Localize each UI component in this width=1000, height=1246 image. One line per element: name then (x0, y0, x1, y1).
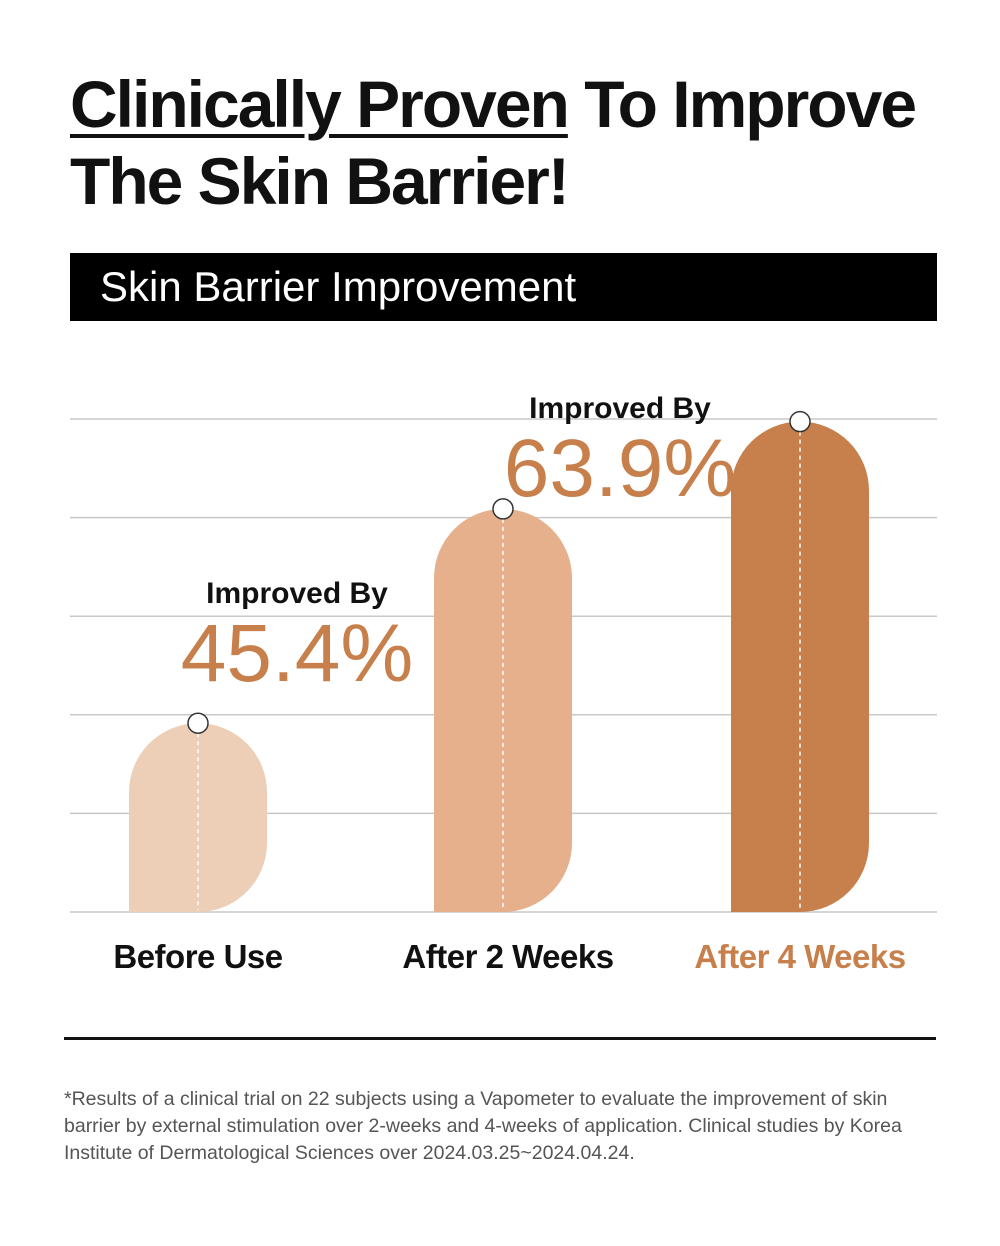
bar-1 (434, 508, 572, 912)
category-label-4weeks: After 4 Weeks (694, 938, 906, 975)
bar-marker-point (492, 498, 514, 520)
chart-bars (129, 410, 869, 912)
annotation-value: 45.4% (181, 608, 414, 699)
bar-marker-point (187, 712, 209, 734)
category-label-2weeks: After 2 Weeks (402, 938, 614, 975)
title-rest: To Improve The Skin Barrier! (70, 67, 917, 218)
bar-0 (129, 723, 267, 912)
page-title: Clinically Proven To Improve The Skin Ba… (70, 66, 950, 220)
section-banner: Skin Barrier Improvement (70, 253, 937, 321)
annotation-caption: Improved By (529, 392, 711, 425)
category-label-before: Before Use (113, 938, 283, 975)
footnote: *Results of a clinical trial on 22 subje… (64, 1087, 902, 1164)
footer-divider (64, 1037, 936, 1040)
annotation-value: 63.9% (504, 423, 737, 514)
annotation-caption: Improved By (206, 577, 388, 610)
title-underlined: Clinically Proven (70, 67, 570, 141)
bar-marker-point (789, 410, 811, 433)
